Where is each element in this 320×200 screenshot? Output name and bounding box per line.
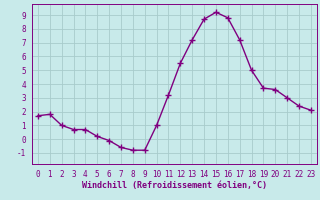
X-axis label: Windchill (Refroidissement éolien,°C): Windchill (Refroidissement éolien,°C) — [82, 181, 267, 190]
